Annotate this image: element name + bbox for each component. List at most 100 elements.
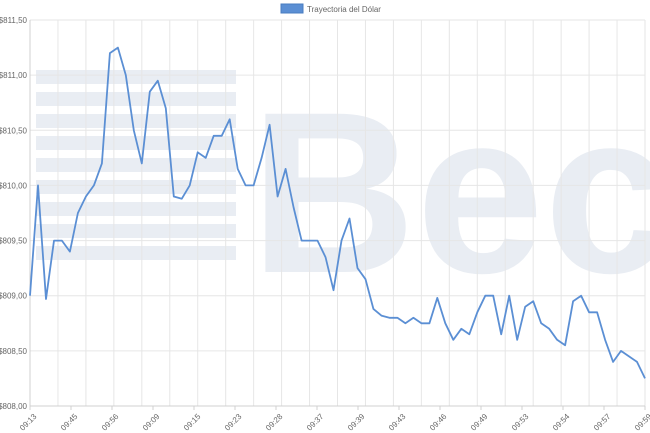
- x-tick-label: 09:09: [141, 412, 162, 433]
- data-point[interactable]: [203, 155, 208, 160]
- x-tick-label: 09:23: [223, 412, 244, 433]
- data-point[interactable]: [323, 255, 328, 260]
- data-point[interactable]: [307, 238, 312, 243]
- data-point[interactable]: [411, 315, 416, 320]
- data-point[interactable]: [115, 45, 120, 50]
- data-point[interactable]: [491, 293, 496, 298]
- data-point[interactable]: [403, 321, 408, 326]
- data-point[interactable]: [379, 313, 384, 318]
- data-point[interactable]: [523, 304, 528, 309]
- data-point[interactable]: [339, 238, 344, 243]
- data-point[interactable]: [355, 266, 360, 271]
- data-point[interactable]: [435, 295, 440, 300]
- x-tick-label: 09:53: [510, 412, 531, 433]
- y-tick-label: $811,50: [0, 16, 28, 25]
- series-line[interactable]: [29, 46, 646, 379]
- data-point[interactable]: [75, 211, 80, 216]
- data-point[interactable]: [387, 315, 392, 320]
- y-tick-label: $809,00: [0, 292, 28, 301]
- data-point[interactable]: [67, 249, 72, 254]
- data-point[interactable]: [99, 161, 104, 166]
- data-point[interactable]: [459, 326, 464, 331]
- y-tick-label: $810,50: [0, 126, 28, 135]
- x-tick-label: 09:54: [551, 412, 572, 433]
- data-point[interactable]: [547, 326, 552, 331]
- data-point[interactable]: [107, 51, 112, 56]
- y-tick-label: $808,00: [0, 402, 28, 411]
- data-point[interactable]: [595, 310, 600, 315]
- x-tick-label: 09:28: [264, 412, 285, 433]
- data-point[interactable]: [531, 299, 536, 304]
- data-point[interactable]: [467, 332, 472, 337]
- data-point[interactable]: [147, 89, 152, 94]
- data-point[interactable]: [155, 78, 160, 83]
- data-point[interactable]: [451, 337, 456, 342]
- data-point[interactable]: [331, 288, 336, 293]
- data-point[interactable]: [315, 238, 320, 243]
- data-point[interactable]: [611, 359, 616, 364]
- data-point[interactable]: [51, 238, 56, 243]
- x-tick-label: 09:56: [100, 412, 121, 433]
- data-point[interactable]: [499, 332, 504, 337]
- x-axis: 09:13 09:45 09:56 09:09 09:15 09:23 09:28 09:37…: [18, 405, 650, 433]
- data-point[interactable]: [283, 166, 288, 171]
- data-point[interactable]: [243, 183, 248, 188]
- data-point[interactable]: [571, 299, 576, 304]
- data-point[interactable]: [555, 337, 560, 342]
- data-point[interactable]: [259, 155, 264, 160]
- data-point[interactable]: [443, 321, 448, 326]
- data-point[interactable]: [539, 321, 544, 326]
- data-point[interactable]: [507, 293, 512, 298]
- data-point[interactable]: [475, 310, 480, 315]
- data-point[interactable]: [59, 238, 64, 243]
- data-point[interactable]: [371, 306, 376, 311]
- data-point[interactable]: [43, 297, 48, 302]
- data-point[interactable]: [211, 133, 216, 138]
- legend-swatch: [280, 3, 304, 14]
- data-point[interactable]: [171, 194, 176, 199]
- data-point[interactable]: [603, 337, 608, 342]
- data-point[interactable]: [35, 183, 40, 188]
- legend-label: Trayectoria del Dólar: [307, 5, 381, 14]
- data-point[interactable]: [179, 196, 184, 201]
- data-point[interactable]: [643, 376, 648, 381]
- data-point[interactable]: [123, 73, 128, 78]
- data-point[interactable]: [219, 133, 224, 138]
- legend[interactable]: Trayectoria del Dólar: [280, 3, 381, 14]
- y-tick-label: $811,00: [0, 71, 28, 80]
- x-tick-label: 09:15: [182, 412, 203, 433]
- data-point[interactable]: [579, 293, 584, 298]
- data-point[interactable]: [227, 117, 232, 122]
- data-point[interactable]: [627, 354, 632, 359]
- data-point[interactable]: [619, 348, 624, 353]
- data-point[interactable]: [267, 122, 272, 127]
- data-point[interactable]: [563, 343, 568, 348]
- data-point[interactable]: [299, 238, 304, 243]
- data-point[interactable]: [587, 310, 592, 315]
- data-point[interactable]: [187, 183, 192, 188]
- data-point[interactable]: [139, 161, 144, 166]
- x-tick-label: 09:45: [59, 412, 80, 433]
- watermark-text: Bec: [250, 64, 650, 321]
- data-point[interactable]: [427, 321, 432, 326]
- data-point[interactable]: [163, 106, 168, 111]
- data-point[interactable]: [483, 293, 488, 298]
- data-point[interactable]: [251, 183, 256, 188]
- data-point[interactable]: [419, 321, 424, 326]
- data-point[interactable]: [28, 293, 33, 298]
- data-point[interactable]: [515, 337, 520, 342]
- data-point[interactable]: [91, 183, 96, 188]
- data-point[interactable]: [291, 205, 296, 210]
- data-point[interactable]: [635, 359, 640, 364]
- data-point[interactable]: [363, 277, 368, 282]
- data-point[interactable]: [195, 150, 200, 155]
- y-tick-label: $809,50: [0, 237, 28, 246]
- data-point[interactable]: [83, 194, 88, 199]
- data-point[interactable]: [347, 216, 352, 221]
- data-point[interactable]: [275, 194, 280, 199]
- data-point[interactable]: [395, 315, 400, 320]
- data-point[interactable]: [131, 128, 136, 133]
- watermark-logo: Bec: [36, 64, 650, 321]
- data-point[interactable]: [235, 166, 240, 171]
